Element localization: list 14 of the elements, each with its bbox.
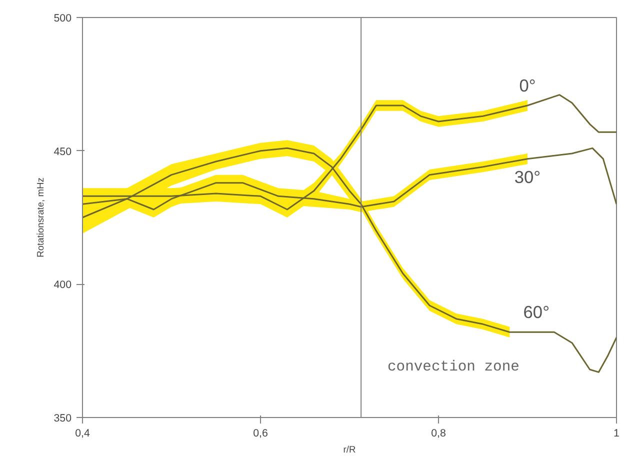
series-label: 0°: [519, 76, 536, 96]
x-axis-title: r/R: [343, 444, 356, 454]
y-axis-title: Rotationsrate, mHz: [36, 177, 46, 258]
y-tick-label: 350: [54, 412, 72, 424]
series-label: 30°: [514, 166, 541, 187]
y-tick-label: 400: [54, 279, 72, 292]
y-tick-label: 450: [54, 146, 72, 158]
annotation: convection zone: [388, 360, 520, 376]
series-label: 60°: [523, 302, 550, 322]
y-tick-label: 500: [54, 12, 72, 24]
x-tick-label: 0,8: [431, 428, 446, 440]
x-tick-label: 1: [614, 428, 620, 440]
x-tick-label: 0,4: [75, 428, 90, 440]
x-tick-label: 0,6: [253, 428, 268, 440]
